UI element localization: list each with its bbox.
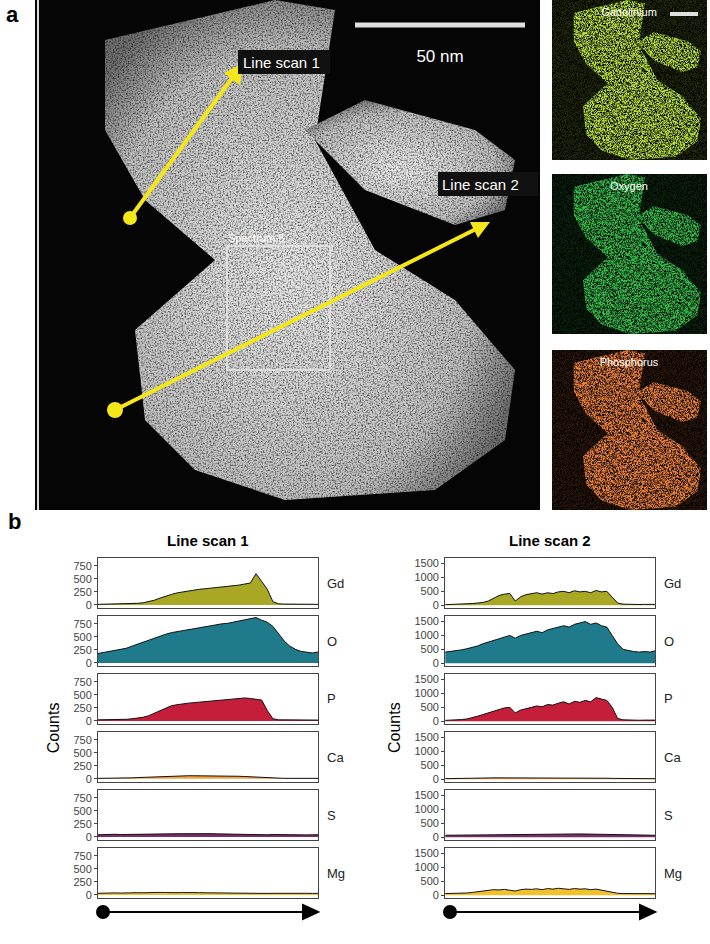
svg-text:Line scan 2: Line scan 2 bbox=[509, 532, 591, 549]
svg-text:1500: 1500 bbox=[414, 847, 438, 859]
svg-text:1000: 1000 bbox=[414, 629, 438, 641]
svg-text:Line scan 1: Line scan 1 bbox=[243, 54, 320, 71]
svg-text:Gadolinium: Gadolinium bbox=[601, 6, 657, 18]
svg-text:0: 0 bbox=[433, 831, 439, 843]
svg-text:750: 750 bbox=[73, 850, 91, 862]
svg-text:Spectrum 5: Spectrum 5 bbox=[228, 232, 284, 244]
svg-text:1000: 1000 bbox=[414, 745, 438, 757]
svg-text:500: 500 bbox=[73, 631, 91, 643]
svg-text:0: 0 bbox=[86, 657, 92, 669]
svg-text:Gd: Gd bbox=[327, 576, 344, 591]
svg-text:1500: 1500 bbox=[414, 673, 438, 685]
svg-text:O: O bbox=[327, 634, 337, 649]
svg-text:250: 250 bbox=[73, 876, 91, 888]
svg-text:0: 0 bbox=[86, 715, 92, 727]
svg-text:250: 250 bbox=[73, 586, 91, 598]
svg-text:250: 250 bbox=[73, 702, 91, 714]
svg-text:1500: 1500 bbox=[414, 615, 438, 627]
svg-text:Mg: Mg bbox=[664, 866, 682, 881]
svg-text:750: 750 bbox=[73, 734, 91, 746]
svg-text:Counts: Counts bbox=[386, 702, 403, 753]
svg-text:500: 500 bbox=[421, 643, 439, 655]
svg-text:S: S bbox=[664, 808, 673, 823]
svg-text:0: 0 bbox=[86, 889, 92, 901]
svg-text:250: 250 bbox=[73, 760, 91, 772]
svg-text:0: 0 bbox=[86, 831, 92, 843]
svg-text:500: 500 bbox=[73, 747, 91, 759]
svg-text:1000: 1000 bbox=[414, 687, 438, 699]
svg-text:Counts: Counts bbox=[45, 703, 62, 754]
svg-text:Mg: Mg bbox=[327, 866, 345, 881]
svg-text:b: b bbox=[8, 510, 21, 534]
svg-text:500: 500 bbox=[73, 573, 91, 585]
svg-text:S: S bbox=[327, 808, 336, 823]
svg-text:500: 500 bbox=[421, 759, 439, 771]
svg-text:500: 500 bbox=[421, 701, 439, 713]
svg-text:250: 250 bbox=[73, 818, 91, 830]
svg-text:750: 750 bbox=[73, 618, 91, 630]
svg-text:1000: 1000 bbox=[414, 571, 438, 583]
svg-text:0: 0 bbox=[433, 599, 439, 611]
svg-text:500: 500 bbox=[421, 585, 439, 597]
svg-text:500: 500 bbox=[421, 875, 439, 887]
svg-text:1500: 1500 bbox=[414, 789, 438, 801]
svg-text:O: O bbox=[664, 634, 674, 649]
svg-text:0: 0 bbox=[433, 773, 439, 785]
svg-text:750: 750 bbox=[73, 676, 91, 688]
svg-text:P: P bbox=[664, 691, 673, 706]
svg-text:1500: 1500 bbox=[414, 731, 438, 743]
svg-text:Ca: Ca bbox=[327, 750, 344, 765]
svg-text:50 nm: 50 nm bbox=[416, 47, 463, 66]
svg-text:Ca: Ca bbox=[664, 750, 681, 765]
svg-text:Oxygen: Oxygen bbox=[610, 180, 648, 192]
svg-text:500: 500 bbox=[73, 863, 91, 875]
svg-text:0: 0 bbox=[433, 889, 439, 901]
svg-text:1500: 1500 bbox=[414, 557, 438, 569]
svg-text:Phosphorus: Phosphorus bbox=[600, 356, 659, 368]
svg-text:Line scan 1: Line scan 1 bbox=[167, 532, 249, 549]
svg-text:1000: 1000 bbox=[414, 861, 438, 873]
svg-text:P: P bbox=[327, 691, 336, 706]
svg-text:0: 0 bbox=[86, 773, 92, 785]
svg-text:1000: 1000 bbox=[414, 803, 438, 815]
svg-text:0: 0 bbox=[433, 657, 439, 669]
svg-text:Gd: Gd bbox=[664, 576, 681, 591]
svg-text:500: 500 bbox=[73, 805, 91, 817]
svg-text:a: a bbox=[6, 2, 19, 27]
svg-text:0: 0 bbox=[433, 715, 439, 727]
svg-text:250: 250 bbox=[73, 644, 91, 656]
svg-text:Line scan 2: Line scan 2 bbox=[442, 176, 519, 193]
svg-text:750: 750 bbox=[73, 560, 91, 572]
svg-text:500: 500 bbox=[421, 817, 439, 829]
svg-text:0: 0 bbox=[86, 599, 92, 611]
svg-text:500: 500 bbox=[73, 689, 91, 701]
svg-text:750: 750 bbox=[73, 792, 91, 804]
